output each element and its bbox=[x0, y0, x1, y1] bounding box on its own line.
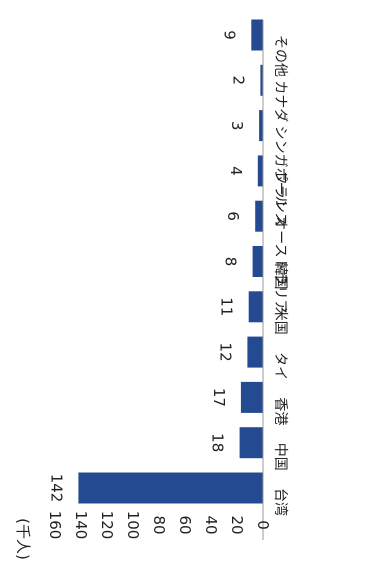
value-label-5: 11 bbox=[218, 297, 236, 316]
bar-7 bbox=[255, 200, 263, 232]
value-label-10: 2 bbox=[229, 76, 247, 86]
tick-label-6: 100 bbox=[124, 511, 142, 540]
value-label-7: 6 bbox=[224, 211, 242, 221]
category-label-4: タイ bbox=[272, 352, 288, 380]
bar-9 bbox=[259, 110, 263, 142]
bar-4 bbox=[247, 336, 263, 368]
category-label-3: 香港 bbox=[272, 397, 288, 425]
tick-label-8: 140 bbox=[72, 511, 90, 540]
value-label-8: 4 bbox=[227, 166, 245, 176]
category-label-5: 米国 bbox=[272, 307, 288, 335]
bar-6 bbox=[252, 246, 263, 277]
category-label-10: カナダ bbox=[272, 80, 288, 122]
category-label-6: 韓国 bbox=[272, 262, 288, 290]
bar-8 bbox=[257, 155, 263, 187]
bars bbox=[78, 19, 264, 504]
bar-3 bbox=[240, 381, 263, 413]
bar-2 bbox=[239, 427, 263, 459]
value-label-11: 9 bbox=[220, 30, 238, 40]
category-label-8: フランス bbox=[272, 171, 288, 227]
bar-5 bbox=[248, 291, 263, 323]
value-label-2: 18 bbox=[209, 433, 227, 452]
tick-label-7: 120 bbox=[98, 511, 116, 540]
value-label-3: 17 bbox=[210, 388, 228, 407]
bar-10 bbox=[260, 64, 263, 96]
value-label-1: 142 bbox=[47, 474, 65, 503]
value-label-6: 8 bbox=[222, 257, 240, 267]
value-label-4: 12 bbox=[216, 343, 234, 362]
category-label-7: オーストラリア bbox=[272, 216, 288, 313]
tick-label-4: 60 bbox=[176, 515, 194, 534]
tick-label-9: 160 bbox=[46, 511, 64, 540]
bar-1 bbox=[78, 472, 264, 504]
tick-label-5: 80 bbox=[150, 515, 168, 534]
category-label-11: その他 bbox=[272, 35, 288, 77]
tick-label-2: 20 bbox=[228, 515, 246, 534]
tick-label-3: 40 bbox=[202, 515, 220, 534]
value-label-9: 3 bbox=[228, 121, 246, 131]
bar-11 bbox=[251, 19, 263, 51]
category-label-2: 中国 bbox=[272, 443, 288, 471]
tick-labels: 0 20 40 60 80 100 120 140 160 bbox=[46, 511, 272, 540]
tick-label-1: 0 bbox=[254, 520, 272, 530]
unit-label: (千人) bbox=[14, 518, 32, 560]
category-label-1: 台湾 bbox=[272, 488, 289, 516]
value-labels: 142 18 17 12 11 8 6 4 3 2 9 bbox=[47, 30, 247, 502]
category-label-9: シンガポール bbox=[272, 126, 288, 210]
